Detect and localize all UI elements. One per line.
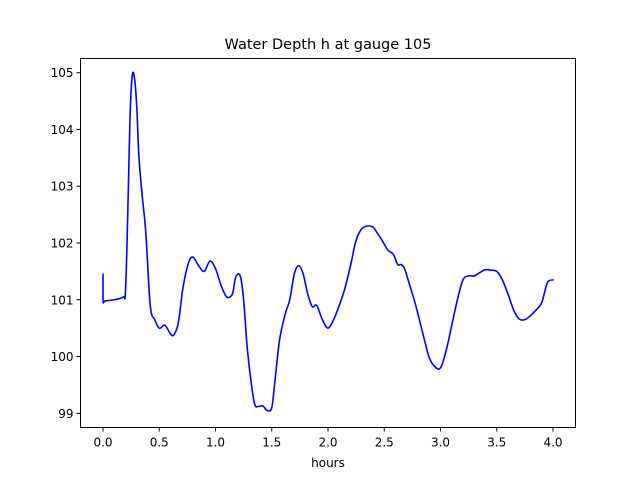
y-tick-label: 103: [51, 180, 74, 194]
x-axis: 0.0 0.5 1.0 1.5 2.0 2.5 3.0 3.5 4.0: [93, 427, 563, 450]
plot-frame: [80, 58, 576, 428]
x-tick-label: 1.0: [206, 436, 225, 450]
y-tick-label: 105: [51, 66, 74, 80]
x-tick-label: 4.0: [543, 436, 562, 450]
y-tick-label: 104: [51, 123, 74, 137]
series-line: [102, 71, 554, 412]
y-tick-label: 101: [51, 293, 74, 307]
y-tick-label: 99: [58, 407, 73, 421]
x-tick-label: 3.5: [487, 436, 506, 450]
x-tick-label: 1.5: [262, 436, 281, 450]
chart-title: Water Depth h at gauge 105: [225, 37, 432, 53]
x-tick-label: 2.0: [318, 436, 337, 450]
x-tick-label: 0.5: [150, 436, 169, 450]
y-tick-label: 102: [51, 237, 74, 251]
x-axis-label: hours: [311, 456, 345, 470]
y-axis: 99 100 101 102 103 104 105: [51, 66, 81, 421]
x-tick-label: 3.0: [431, 436, 450, 450]
x-tick-label: 2.5: [375, 436, 394, 450]
x-tick-label: 0.0: [93, 436, 112, 450]
y-tick-label: 100: [51, 350, 74, 364]
